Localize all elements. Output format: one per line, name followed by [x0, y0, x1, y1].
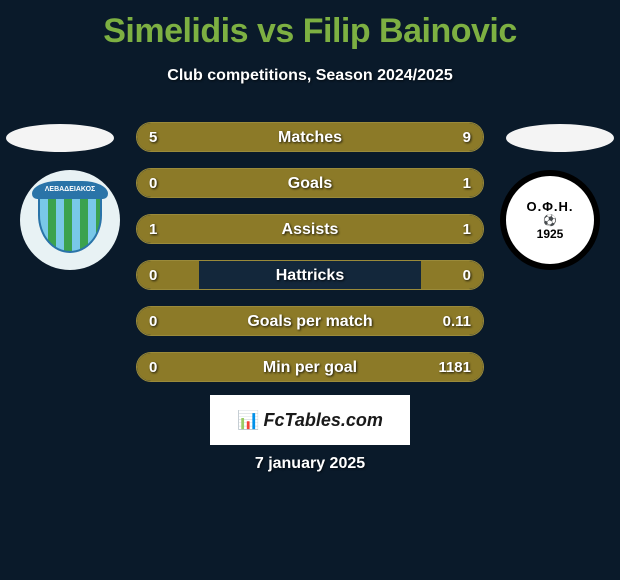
site-logo: 📊 FcTables.com	[210, 395, 410, 445]
bar-label: Goals	[137, 169, 483, 197]
bar-label: Min per goal	[137, 353, 483, 381]
club-right-name: Ο.Φ.Η.	[526, 199, 573, 214]
site-name: FcTables.com	[264, 410, 383, 431]
subtitle: Club competitions, Season 2024/2025	[0, 67, 620, 85]
club-right-crest: Ο.Φ.Η. ⚽ 1925	[515, 185, 585, 255]
club-logo-left: ΛΕΒΑΔΕΙΑΚΟΣ	[20, 170, 120, 270]
stat-bar-row: 01181Min per goal	[136, 352, 484, 382]
bar-label: Goals per match	[137, 307, 483, 335]
bar-label: Assists	[137, 215, 483, 243]
club-right-year: 1925	[537, 227, 564, 241]
chart-icon: 📊	[237, 410, 259, 431]
flag-left	[6, 124, 114, 152]
player2-name: Filip Bainovic	[303, 12, 517, 50]
stat-bars-container: 59Matches 01Goals 11Assists 00Hattricks 00.1…	[136, 122, 484, 398]
club-logo-right: Ο.Φ.Η. ⚽ 1925	[500, 170, 600, 270]
stat-bar-row: 11Assists	[136, 214, 484, 244]
comparison-title: Simelidis vs Filip Bainovic	[0, 0, 620, 51]
stat-bar-row: 00Hattricks	[136, 260, 484, 290]
club-left-crest: ΛΕΒΑΔΕΙΑΚΟΣ	[30, 181, 110, 259]
club-left-name: ΛΕΒΑΔΕΙΑΚΟΣ	[32, 181, 108, 199]
stat-bar-row: 01Goals	[136, 168, 484, 198]
footer-date: 7 january 2025	[0, 455, 620, 473]
stat-bar-row: 59Matches	[136, 122, 484, 152]
player1-name: Simelidis	[103, 12, 248, 50]
club-left-shield	[38, 199, 102, 253]
stat-bar-row: 00.11Goals per match	[136, 306, 484, 336]
bar-label: Matches	[137, 123, 483, 151]
soccer-ball-icon: ⚽	[543, 214, 557, 227]
flag-right	[506, 124, 614, 152]
bar-label: Hattricks	[137, 261, 483, 289]
vs-text: vs	[257, 12, 294, 50]
